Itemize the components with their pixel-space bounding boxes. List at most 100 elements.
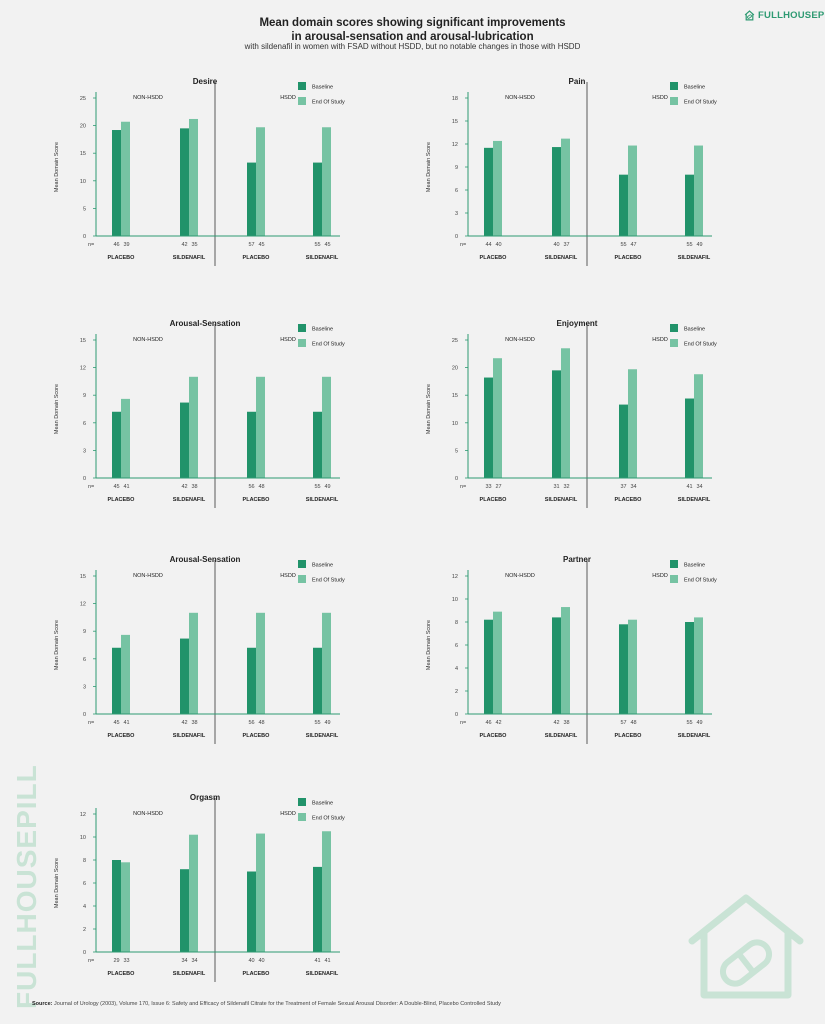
y-axis-label: Mean Domain Score: [54, 858, 60, 908]
bar-baseline: [619, 624, 628, 714]
group-label-non-hsdd: NON-HSDD: [133, 95, 163, 101]
n-value-end-of-study: 40: [495, 242, 501, 248]
category-label: SILDENAFIL: [306, 733, 339, 739]
n-value-end-of-study: 35: [191, 242, 197, 248]
y-tick-label: 3: [83, 448, 86, 454]
n-value-baseline: 55: [686, 720, 692, 726]
legend-swatch-end-of-study: [298, 339, 306, 347]
category-label: SILDENAFIL: [545, 733, 578, 739]
group-label-non-hsdd: NON-HSDD: [505, 573, 535, 579]
category-label: PLACEBO: [243, 255, 271, 261]
n-label-prefix: n=: [460, 720, 466, 726]
n-value-baseline: 46: [485, 720, 491, 726]
chart-title: Desire: [193, 77, 218, 86]
legend-label-end-of-study: End Of Study: [312, 100, 345, 106]
chart-title: Pain: [569, 77, 586, 86]
legend-swatch-end-of-study: [298, 575, 306, 583]
chart-title: Arousal-Sensation: [170, 555, 241, 564]
bar-end-of-study: [322, 127, 331, 236]
title-line-2: in arousal-sensation and arousal-lubrica…: [291, 31, 534, 43]
y-axis-label: Mean Domain Score: [426, 142, 432, 192]
chart-title: Orgasm: [190, 793, 220, 802]
group-label-non-hsdd: NON-HSDD: [133, 811, 163, 817]
bar-end-of-study: [256, 612, 265, 714]
bar-end-of-study: [561, 138, 570, 236]
y-tick-label: 8: [83, 858, 86, 864]
category-label: PLACEBO: [108, 255, 136, 261]
bar-end-of-study: [256, 376, 265, 478]
bar-baseline: [484, 147, 493, 236]
title-line-1: Mean domain scores showing significant i…: [259, 17, 566, 29]
y-axis-label: Mean Domain Score: [426, 384, 432, 434]
category-label: SILDENAFIL: [678, 733, 711, 739]
y-axis-label: Mean Domain Score: [426, 620, 432, 670]
y-tick-label: 10: [80, 835, 86, 841]
source-text: Journal of Urology (2003), Volume 170, I…: [54, 1001, 501, 1007]
legend-label-baseline: Baseline: [684, 85, 705, 91]
group-label-hsdd: HSDD: [280, 337, 296, 343]
n-value-end-of-study: 48: [258, 484, 264, 490]
bar-baseline: [313, 411, 322, 478]
bar-baseline: [685, 622, 694, 714]
y-tick-label: 20: [452, 366, 458, 372]
y-tick-label: 0: [83, 712, 86, 718]
n-value-end-of-study: 38: [563, 720, 569, 726]
bar-baseline: [484, 619, 493, 714]
category-label: SILDENAFIL: [678, 255, 711, 261]
n-value-baseline: 55: [314, 242, 320, 248]
chart-orgasm: Orgasm Baseline End Of Study NON-HSDD HSDD 0 2…: [20, 786, 350, 986]
n-value-baseline: 45: [113, 720, 119, 726]
legend-label-end-of-study: End Of Study: [312, 816, 345, 822]
legend-swatch-baseline: [298, 324, 306, 332]
n-label-prefix: n=: [460, 484, 466, 490]
n-value-end-of-study: 37: [563, 242, 569, 248]
bar-end-of-study: [561, 348, 570, 478]
n-value-end-of-study: 38: [191, 720, 197, 726]
legend-label-baseline: Baseline: [312, 801, 333, 807]
y-tick-label: 0: [455, 712, 458, 718]
bar-end-of-study: [493, 140, 502, 236]
source-citation: Source: Journal of Urology (2003), Volum…: [32, 1001, 501, 1007]
legend-swatch-end-of-study: [670, 97, 678, 105]
chart-partner: Partner Baseline End Of Study NON-HSDD HSDD 0…: [392, 548, 722, 748]
n-value-baseline: 45: [113, 484, 119, 490]
y-tick-label: 3: [455, 211, 458, 217]
bar-end-of-study: [322, 612, 331, 714]
legend-label-baseline: Baseline: [684, 327, 705, 333]
bar-end-of-study: [189, 376, 198, 478]
n-value-baseline: 29: [113, 958, 119, 964]
bar-end-of-study: [256, 127, 265, 236]
bar-baseline: [247, 647, 256, 714]
n-value-end-of-study: 41: [324, 958, 330, 964]
n-value-baseline: 42: [181, 242, 187, 248]
n-value-end-of-study: 32: [563, 484, 569, 490]
category-label: SILDENAFIL: [173, 733, 206, 739]
group-label-non-hsdd: NON-HSDD: [133, 337, 163, 343]
category-label: SILDENAFIL: [173, 255, 206, 261]
n-value-baseline: 33: [485, 484, 491, 490]
legend-swatch-end-of-study: [670, 339, 678, 347]
y-tick-label: 9: [83, 393, 86, 399]
chart-pain: Pain Baseline End Of Study NON-HSDD HSDD 0 3 6 9…: [392, 70, 722, 270]
chart-svg: Arousal-Sensation Baseline End Of Study NON…: [54, 555, 345, 744]
bar-baseline: [112, 860, 121, 952]
n-value-baseline: 57: [248, 242, 254, 248]
legend-label-end-of-study: End Of Study: [312, 342, 345, 348]
n-label-prefix: n=: [88, 242, 94, 248]
n-value-end-of-study: 38: [191, 484, 197, 490]
bar-baseline: [180, 402, 189, 478]
n-value-baseline: 55: [620, 242, 626, 248]
y-tick-label: 15: [80, 338, 86, 344]
y-tick-label: 2: [83, 927, 86, 933]
bar-baseline: [247, 162, 256, 236]
n-label-prefix: n=: [460, 242, 466, 248]
legend-swatch-baseline: [298, 560, 306, 568]
legend-swatch-baseline: [298, 82, 306, 90]
group-label-non-hsdd: NON-HSDD: [505, 337, 535, 343]
chart-svg: Desire Baseline End Of Study NON-HSDD HSDD 0 5…: [54, 77, 345, 266]
legend-label-baseline: Baseline: [312, 85, 333, 91]
n-value-end-of-study: 48: [630, 720, 636, 726]
bar-end-of-study: [694, 617, 703, 714]
category-label: SILDENAFIL: [678, 497, 711, 503]
house-pill-icon: [744, 10, 755, 21]
